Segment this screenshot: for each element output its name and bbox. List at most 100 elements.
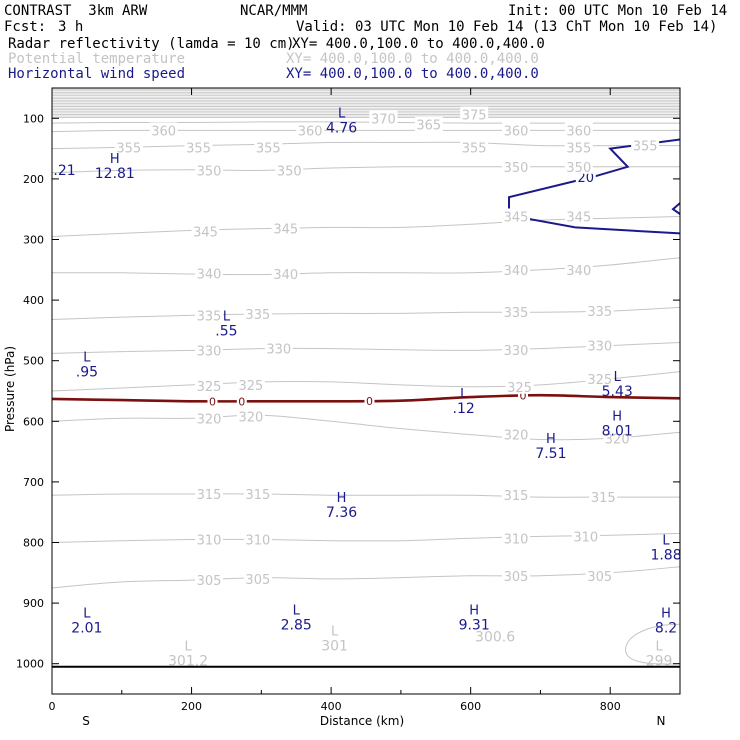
theta-label-bg: [505, 378, 534, 394]
init-time: Init: 00 UTC Mon 10 Feb 14: [508, 3, 728, 19]
extremum-high-marker: H: [469, 603, 479, 618]
theta-contour-label: 320: [504, 429, 529, 444]
theta-label-bg: [191, 223, 220, 239]
theta-contour-label: 310: [573, 530, 598, 545]
theta-label-bg: [184, 139, 213, 155]
x-tick-label: 200: [181, 700, 202, 713]
theta-label-bg: [564, 158, 593, 174]
extremum-value: 1.88: [650, 548, 681, 564]
theta-contour-label: 315: [245, 488, 270, 503]
theta-contour-label: 335: [504, 306, 529, 321]
theta-label-bg: [195, 572, 223, 588]
theta-contour-label: 345: [193, 226, 218, 241]
y-tick-label: 400: [23, 294, 44, 307]
theta-label-bg: [236, 408, 265, 424]
theta-isentrope-315: [52, 493, 680, 498]
theta-contour-label: 335: [587, 305, 612, 320]
field-theta-name: Potential temperature: [8, 51, 186, 67]
extremum-low-marker: L: [331, 624, 339, 639]
extremum-value: 7.51: [535, 446, 566, 462]
theta-label-bg: [275, 162, 304, 178]
theta-contour-label: 330: [587, 340, 612, 355]
theta-label-bg: [585, 303, 614, 319]
forecast-label: Fcst:: [4, 19, 47, 35]
theta-label-bg: [369, 110, 398, 126]
zero-label: 0: [209, 395, 216, 408]
theta-contour-label: 345: [273, 223, 298, 238]
upper-isentrope-band: [52, 88, 680, 118]
theta-label-bg: [502, 208, 531, 224]
extremum-value: 5.43: [602, 384, 633, 400]
zero-label-bg: [364, 394, 375, 407]
theta-label-bg: [564, 261, 593, 277]
theta-label-bg: [631, 137, 660, 153]
theta-label-bg: [195, 410, 223, 426]
model-title: CONTRAST 3km ARW: [4, 3, 148, 19]
field-wind-name: Horizontal wind speed: [8, 66, 186, 82]
theta-label-bg: [296, 122, 325, 138]
extremum-value: 301: [321, 638, 348, 654]
theta-label-bg: [254, 139, 283, 155]
zero-contour: 0 0 0 0: [52, 389, 680, 408]
theta-isentrope-325: [52, 371, 680, 392]
theta-label-bg: [236, 376, 265, 392]
theta-contour-label: 310: [197, 533, 222, 548]
theta-contour-label: 375: [462, 109, 487, 124]
contour-labels: 360 360 370 365 375 360 360 355 355 355 355 355 355 3…: [53, 106, 681, 669]
theta-contour-label: 355: [116, 141, 141, 156]
wind-contour-label: 20: [578, 171, 595, 186]
theta-label-bg: [195, 342, 223, 358]
theta-contour-label: 310: [504, 532, 529, 547]
theta-contour-label: 360: [151, 124, 176, 139]
theta-contour-label: 320: [605, 432, 630, 447]
theta-contour-label: 305: [587, 570, 612, 585]
theta-contour-label: 355: [186, 141, 211, 156]
extremum-low-marker: L: [83, 606, 91, 621]
theta-label-bg: [502, 158, 531, 174]
theta-label-bg: [195, 162, 223, 178]
extremum-high-marker: H: [661, 606, 671, 621]
theta-contour-label: 305: [504, 570, 529, 585]
theta-label-bg: [564, 139, 593, 155]
theta-contour-label: 320: [238, 410, 263, 425]
theta-label-bg: [585, 370, 614, 386]
zero-label-bg: [518, 389, 528, 402]
theta-label-bg: [195, 531, 223, 547]
field-reflectivity-name: Radar reflectivity (lamda = 10 cm): [8, 36, 295, 52]
wind-contour-20-1: [671, 202, 680, 215]
extremum-high-marker: H: [612, 409, 622, 424]
y-tick-label: 800: [23, 537, 44, 550]
theta-contour-label: 335: [245, 308, 270, 323]
theta-contour-label: 340: [504, 264, 529, 279]
theta-contour-label: 350: [277, 164, 302, 179]
theta-label-bg: [571, 528, 600, 544]
theta-label-bg: [195, 265, 223, 281]
x-tick-label: 800: [600, 700, 621, 713]
theta-contour-label: 335: [197, 309, 222, 324]
theta-label-bg: [502, 341, 531, 357]
theta-contour-label: 315: [591, 491, 616, 506]
theta-isentrope-330: [52, 342, 680, 354]
extremum-value: .12: [453, 401, 475, 417]
theta-contour-label: 340: [566, 264, 591, 279]
south-end-label: S: [82, 714, 90, 728]
theta-contour-label: 315: [504, 489, 529, 504]
center-name: NCAR/MMM: [240, 3, 308, 19]
zero-label-bg: [207, 395, 218, 408]
theta-label-bg: [502, 426, 531, 442]
theta-contour-label: 350: [504, 161, 529, 176]
zero-label: 0: [366, 395, 373, 408]
theta-contour-label: 350: [197, 164, 222, 179]
extremum-value: 2.01: [71, 620, 102, 636]
theta-contour-label: 360: [298, 124, 323, 139]
forecast-hour: 3 h: [58, 19, 84, 35]
theta-label-bg: [585, 337, 614, 353]
theta-isentrope-335: [52, 306, 680, 320]
theta-label-bg: [502, 304, 531, 320]
theta-contour-label: 355: [256, 141, 281, 156]
x-tick-label: 400: [321, 700, 342, 713]
theta-contour-label: 350: [566, 161, 591, 176]
extremum-high-marker: H: [110, 152, 120, 167]
extremum-low-marker: L: [293, 603, 301, 618]
